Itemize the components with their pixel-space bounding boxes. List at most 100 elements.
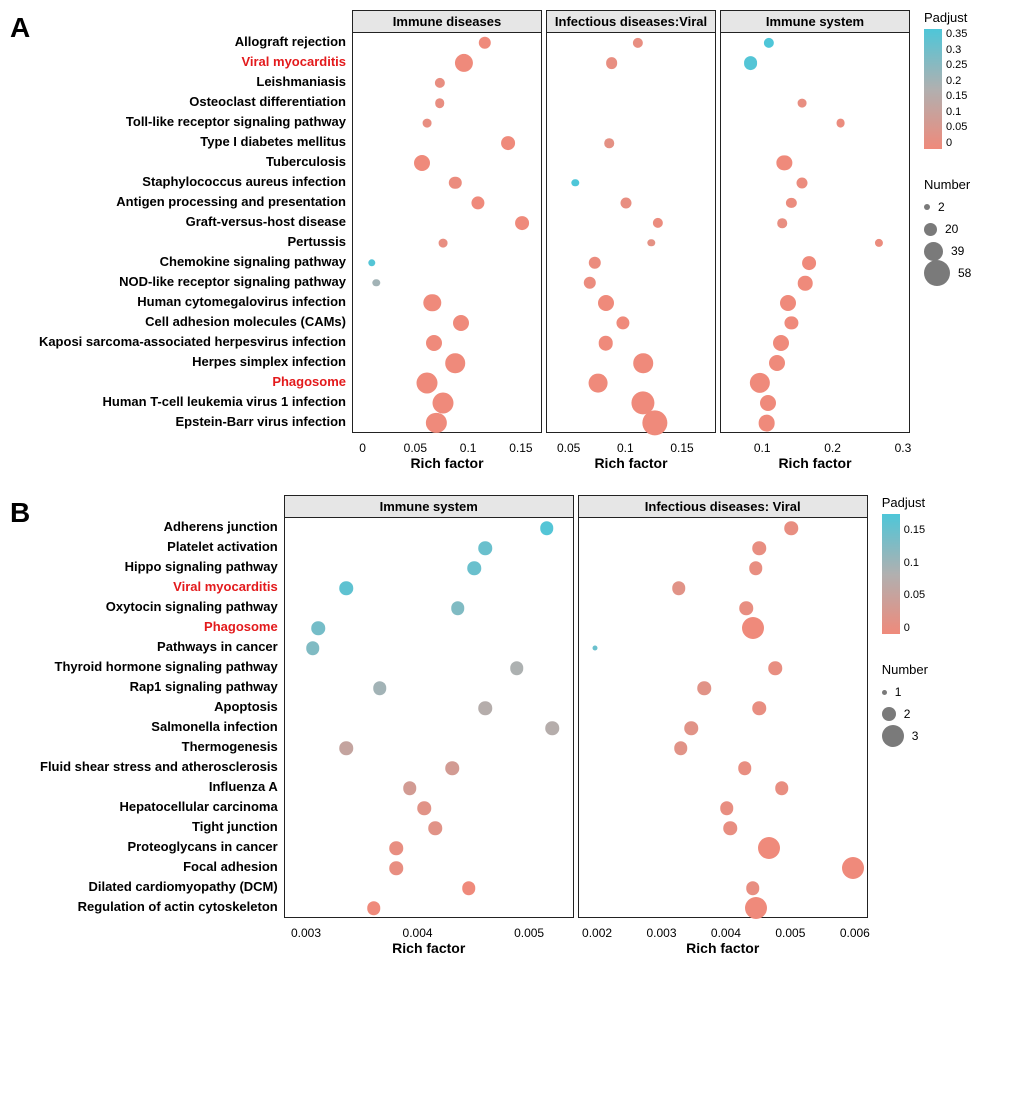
bubble (417, 801, 431, 815)
xtick-label: 0.05 (557, 441, 580, 455)
bubble (777, 218, 787, 228)
ylabel: Human cytomegalovirus infection (39, 292, 346, 312)
size-swatch (924, 260, 950, 286)
xtick-label: 0.2 (824, 441, 841, 455)
bubble (423, 294, 440, 311)
bubble (758, 415, 775, 432)
padjust-ticks: 0.150.10.050 (904, 514, 925, 634)
bubble (479, 37, 491, 49)
bubble (598, 295, 614, 311)
bubble (780, 295, 796, 311)
xtick-label: 0.15 (670, 441, 693, 455)
bubble (606, 57, 618, 69)
xtick-label: 0.15 (509, 441, 532, 455)
bubble (760, 395, 776, 411)
padjust-legend: Padjust 0.150.10.050 (882, 495, 968, 634)
panel-b-legend: Padjust 0.150.10.050 Number 123 (868, 495, 968, 954)
bubble (546, 721, 560, 735)
bubble (438, 239, 447, 248)
xtick-label: 0.004 (711, 926, 741, 940)
padjust-gradient: 0.350.30.250.20.150.10.050 (924, 29, 942, 149)
ylabel: Regulation of actin cytoskeleton (40, 897, 278, 917)
bubble (471, 196, 484, 209)
xtick-label: 0.1 (460, 441, 477, 455)
bubble (775, 781, 789, 795)
xaxis-title: Rich factor (686, 940, 759, 956)
facet: Immune diseases00.050.10.15Rich factor (352, 10, 542, 469)
xtick-label: 0.005 (775, 926, 805, 940)
bubble (752, 541, 766, 555)
facet: Immune system0.10.20.3Rich factor (720, 10, 910, 469)
bubble (435, 98, 445, 108)
ylabel: Platelet activation (40, 537, 278, 557)
xaxis: 0.0020.0030.0040.0050.006Rich factor (578, 918, 868, 954)
size-legend-title: Number (924, 177, 1010, 192)
ylabel: Fluid shear stress and atherosclerosis (40, 757, 278, 777)
facet: Infectious diseases: Viral0.0020.0030.00… (578, 495, 868, 954)
ylabel: Kaposi sarcoma-associated herpesvirus in… (39, 332, 346, 352)
ylabel: Toll-like receptor signaling pathway (39, 112, 346, 132)
ylabel: Tight junction (40, 817, 278, 837)
bubble (592, 646, 597, 651)
size-swatch (882, 725, 904, 747)
bubble (758, 837, 780, 859)
facet-plot (720, 33, 910, 433)
bubble (720, 801, 734, 815)
ylabel: Osteoclast differentiation (39, 92, 346, 112)
bubble (723, 821, 737, 835)
ylabel: Staphylococcus aureus infection (39, 172, 346, 192)
bubble (373, 279, 380, 286)
bubble (634, 353, 654, 373)
padjust-tick: 0.3 (946, 45, 967, 56)
size-label: 2 (904, 707, 911, 721)
ylabel: Focal adhesion (40, 857, 278, 877)
bubble (738, 761, 752, 775)
padjust-tick: 0.25 (946, 60, 967, 71)
bubble (373, 681, 387, 695)
size-legend-row: 3 (882, 725, 968, 747)
xaxis-title: Rich factor (410, 455, 483, 471)
bubble (446, 353, 466, 373)
panel-a-legend: Padjust 0.350.30.250.20.150.10.050 Numbe… (910, 10, 1010, 469)
bubble (434, 78, 444, 88)
size-legend-title: Number (882, 662, 968, 677)
bubble (752, 701, 766, 715)
bubble (796, 178, 807, 189)
bubble (740, 601, 754, 615)
facet-strip: Infectious diseases:Viral (546, 10, 716, 33)
padjust-tick: 0.05 (904, 590, 925, 601)
bubble (742, 617, 764, 639)
panel-a: A Allograft rejectionViral myocarditisLe… (10, 10, 1010, 469)
bubble (390, 841, 404, 855)
facet-plot (352, 33, 542, 433)
bubble (510, 661, 524, 675)
padjust-legend-title: Padjust (882, 495, 968, 510)
padjust-tick: 0.2 (946, 76, 967, 87)
size-label: 3 (912, 729, 919, 743)
ylabel: Viral myocarditis (39, 52, 346, 72)
size-legend: Number 123 (882, 662, 968, 747)
xaxis: 00.050.10.15Rich factor (352, 433, 542, 469)
bubble (785, 521, 799, 535)
size-swatch (882, 690, 887, 695)
bubble (416, 373, 437, 394)
padjust-gradient: 0.150.10.050 (882, 514, 900, 634)
bubble (599, 336, 614, 351)
bubble (453, 315, 469, 331)
bubble (777, 155, 792, 170)
facet-strip: Immune system (720, 10, 910, 33)
bubble (432, 393, 453, 414)
bubble (572, 179, 579, 186)
bubble (479, 541, 493, 555)
bubble (875, 239, 883, 247)
size-legend-row: 20 (924, 218, 1010, 240)
panel-b-facets: Immune system0.0030.0040.005Rich factorI… (284, 495, 868, 954)
bubble (674, 741, 688, 755)
bubble (306, 641, 320, 655)
bubble (764, 38, 774, 48)
bubble (368, 259, 375, 266)
ylabel: Thyroid hormone signaling pathway (40, 657, 278, 677)
bubble (422, 119, 431, 128)
padjust-tick: 0.35 (946, 29, 967, 40)
padjust-tick: 0.15 (904, 525, 925, 536)
